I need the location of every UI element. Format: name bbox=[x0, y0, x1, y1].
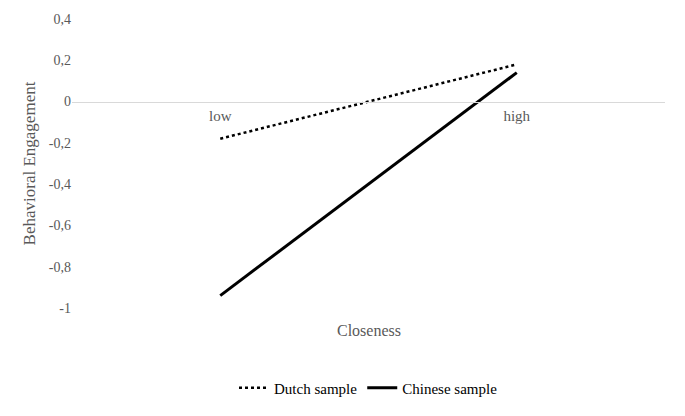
svg-text:0,4: 0,4 bbox=[54, 12, 72, 27]
svg-text:Chinese sample: Chinese sample bbox=[402, 381, 497, 397]
svg-text:0: 0 bbox=[64, 94, 71, 109]
svg-text:-0,4: -0,4 bbox=[49, 177, 71, 192]
svg-text:Dutch sample: Dutch sample bbox=[274, 381, 357, 397]
svg-text:Behavioral Engagement: Behavioral Engagement bbox=[20, 81, 39, 245]
svg-text:-0,2: -0,2 bbox=[49, 136, 71, 151]
svg-text:-1: -1 bbox=[59, 301, 71, 316]
svg-text:low: low bbox=[209, 108, 232, 124]
svg-text:0,2: 0,2 bbox=[54, 53, 72, 68]
svg-text:Closeness: Closeness bbox=[337, 322, 401, 339]
svg-text:-0,6: -0,6 bbox=[49, 218, 71, 233]
svg-text:high: high bbox=[503, 108, 530, 124]
svg-text:-0,8: -0,8 bbox=[49, 260, 71, 275]
